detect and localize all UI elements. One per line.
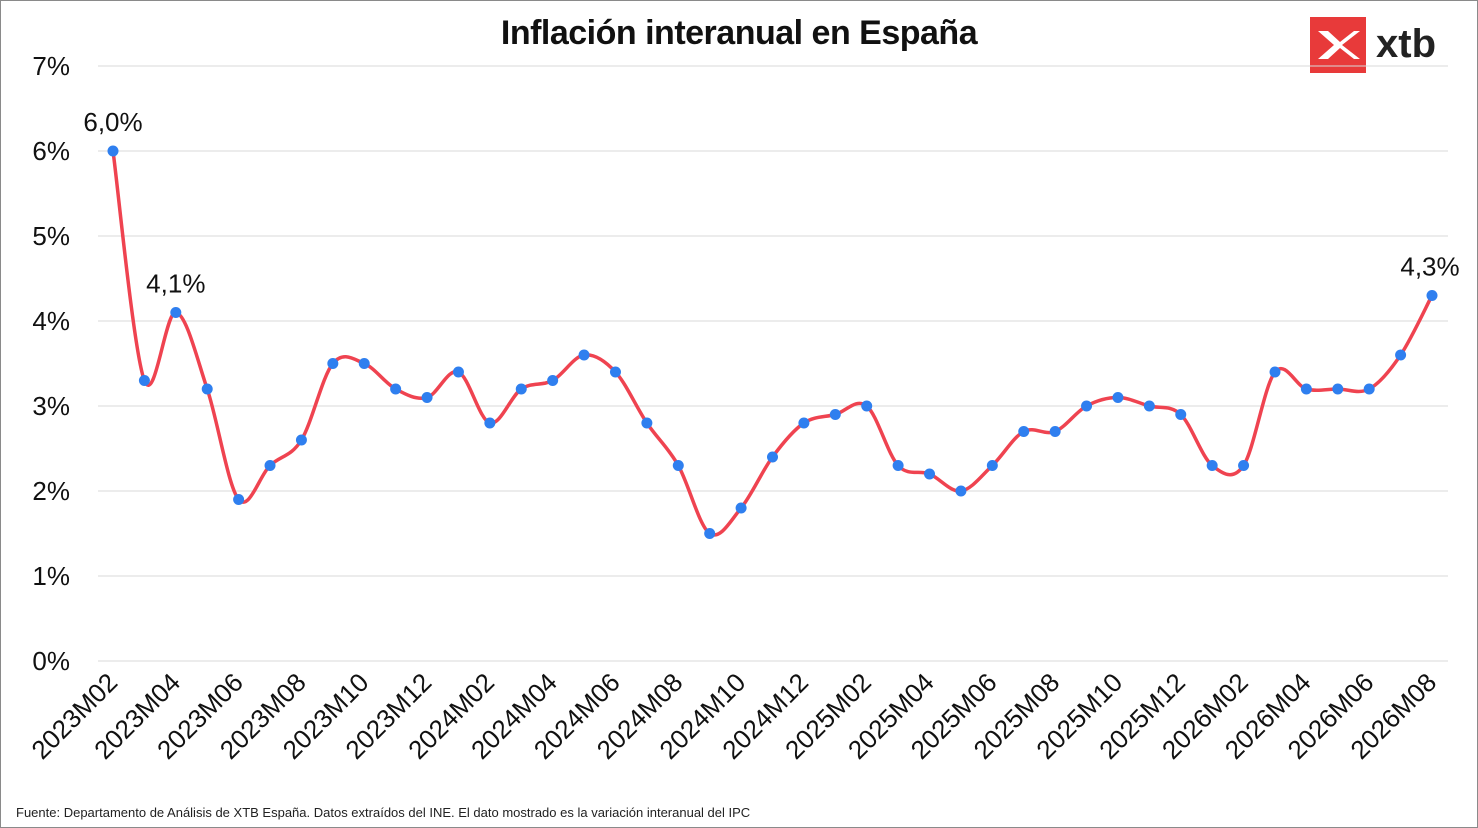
grid-lines <box>98 65 1448 662</box>
data-point <box>767 451 778 463</box>
xtb-logo-icon <box>1310 17 1366 73</box>
data-point <box>1175 409 1187 420</box>
data-point <box>1018 426 1030 437</box>
data-point <box>798 417 810 429</box>
data-point <box>390 383 402 395</box>
data-point <box>672 460 684 471</box>
y-tick-label: 5% <box>32 221 70 251</box>
data-point <box>1206 460 1218 471</box>
data-point <box>1426 290 1438 301</box>
data-point <box>578 349 590 361</box>
data-point <box>295 434 307 446</box>
data-point <box>358 358 370 369</box>
data-point <box>892 460 904 471</box>
data-point <box>327 358 339 369</box>
data-labels: 6,0% 4,1% 4,3% <box>83 107 1459 299</box>
data-point <box>1143 400 1155 412</box>
data-point <box>955 485 967 497</box>
y-tick-label: 4% <box>32 306 70 336</box>
source-note: Fuente: Departamento de Análisis de XTB … <box>16 805 751 820</box>
y-axis-ticks: 0% 1% 2% 3% 4% 5% 6% 7% <box>32 51 70 676</box>
data-point <box>264 460 276 471</box>
data-point <box>609 366 621 378</box>
data-point <box>986 460 998 471</box>
y-tick-label: 1% <box>32 561 70 591</box>
data-point <box>1332 383 1344 395</box>
y-tick-label: 0% <box>32 646 70 676</box>
series-line <box>111 149 1434 537</box>
data-point <box>1112 392 1124 403</box>
data-point <box>484 417 496 429</box>
chart-title: Inflación interanual en España <box>500 14 978 52</box>
y-tick-label: 2% <box>32 476 70 506</box>
data-point <box>829 409 841 420</box>
y-tick-label: 3% <box>32 391 70 421</box>
data-point <box>1238 460 1250 471</box>
xtb-logo-text: xtb <box>1376 22 1436 66</box>
data-point <box>704 528 716 539</box>
data-point <box>547 375 559 386</box>
data-label: 4,1% <box>146 269 205 299</box>
data-points <box>107 145 1438 539</box>
data-point <box>1269 366 1281 378</box>
xtb-logo: xtb <box>1310 17 1470 73</box>
y-tick-label: 6% <box>32 136 70 166</box>
data-point <box>421 392 433 403</box>
data-point <box>1395 349 1407 361</box>
data-label: 6,0% <box>83 107 142 137</box>
data-point <box>1081 400 1093 412</box>
data-point <box>233 494 245 505</box>
data-point <box>138 375 150 386</box>
data-point <box>170 307 182 318</box>
data-point <box>515 383 527 395</box>
data-point <box>1300 383 1312 395</box>
data-point <box>1049 426 1061 437</box>
data-label: 4,3% <box>1400 252 1459 282</box>
data-point <box>107 145 119 157</box>
data-point <box>861 400 873 412</box>
data-point <box>1363 383 1375 395</box>
data-point <box>201 383 213 395</box>
data-point <box>735 502 747 514</box>
data-point <box>452 366 464 378</box>
x-axis-ticks: 2023M022023M042023M062023M082023M102023M… <box>25 667 1442 765</box>
data-point <box>641 417 653 429</box>
data-point <box>924 468 936 480</box>
y-tick-label: 7% <box>32 51 70 81</box>
